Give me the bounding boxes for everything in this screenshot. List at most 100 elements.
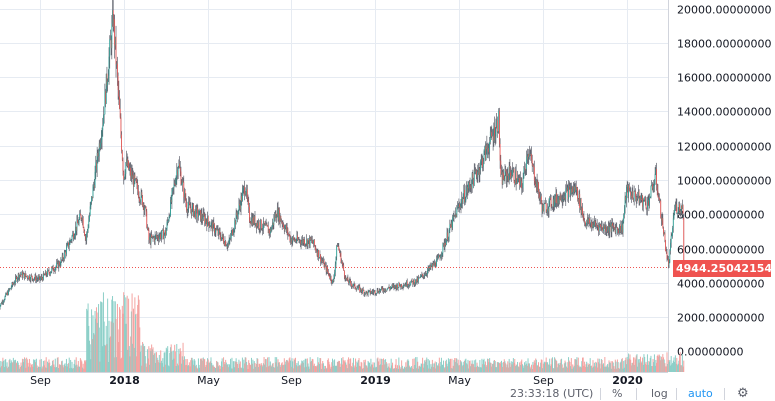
log-scale-toggle[interactable]: log — [651, 388, 668, 400]
candle-body — [512, 170, 513, 175]
candle-body — [245, 192, 246, 195]
candle-body — [123, 160, 124, 172]
candle-body — [459, 204, 460, 206]
candle-body — [545, 203, 546, 204]
candle-body — [463, 190, 464, 198]
candle-body — [46, 275, 47, 276]
candle-body — [511, 175, 512, 178]
candle-body — [658, 197, 659, 198]
candle-body — [502, 173, 503, 184]
candle-body — [160, 234, 161, 238]
candle-body — [172, 188, 173, 191]
candle-body — [41, 277, 42, 279]
candle-body — [604, 225, 605, 230]
candle-body — [548, 209, 549, 212]
candle-body — [517, 178, 518, 183]
candle-body — [303, 239, 304, 243]
candle-body — [639, 198, 640, 203]
candle-body — [549, 198, 550, 201]
candle-body — [613, 225, 614, 226]
candle-body — [221, 237, 222, 240]
candle-body — [192, 204, 193, 206]
candle-body — [528, 154, 529, 160]
candle-body — [86, 233, 87, 240]
candle-body — [241, 196, 242, 201]
candle-body — [602, 226, 603, 229]
candle-body — [424, 276, 425, 277]
gear-icon[interactable]: ⚙ — [737, 388, 749, 400]
candle-body — [539, 192, 540, 199]
candle-body — [434, 262, 435, 265]
candle-body — [206, 222, 207, 227]
candle-body — [267, 225, 268, 226]
candle-body — [153, 236, 154, 237]
candle-body — [18, 274, 19, 279]
candle-body — [276, 217, 277, 218]
candle-body — [232, 230, 233, 233]
candle-body — [226, 246, 227, 247]
candle-body — [58, 262, 59, 268]
candle-body — [448, 237, 449, 240]
candle-body — [368, 291, 369, 294]
candle-body — [283, 224, 284, 228]
candle-body — [325, 265, 326, 266]
candle-body — [551, 207, 552, 208]
auto-scale-toggle[interactable]: auto — [688, 388, 713, 400]
candle-body — [59, 262, 60, 265]
candle-body — [584, 217, 585, 221]
candle-body — [341, 262, 342, 263]
candle-body — [535, 181, 536, 184]
candle-body — [564, 196, 565, 198]
x-axis-tick-label: Sep — [30, 374, 51, 387]
candle-body — [280, 216, 281, 222]
candle-body — [536, 180, 537, 186]
candle-body — [20, 275, 21, 276]
candle-body — [636, 197, 637, 201]
candle-body — [580, 199, 581, 208]
candle-body — [282, 222, 283, 225]
candle-body — [55, 268, 56, 271]
candle-body — [642, 195, 643, 206]
candle-body — [227, 244, 228, 246]
candle-body — [682, 205, 683, 209]
candle-body — [445, 243, 446, 247]
candle-body — [93, 185, 94, 187]
candle-body — [149, 237, 150, 240]
candle-body — [205, 219, 206, 223]
candle-body — [389, 288, 390, 289]
candle-body — [481, 160, 482, 162]
candle-body — [565, 190, 566, 200]
candle-body — [452, 222, 453, 228]
candle-body — [306, 244, 307, 245]
candle-body — [641, 195, 642, 200]
candle-body — [410, 285, 411, 286]
candle-body — [679, 204, 680, 211]
candle-body — [313, 240, 314, 244]
candle-body — [158, 238, 159, 240]
candle-body — [12, 283, 13, 285]
candle-body — [472, 173, 473, 179]
candle-body — [26, 274, 27, 276]
y-axis-tick-label: 2000.00000000 — [677, 312, 764, 325]
candle-body — [50, 273, 51, 275]
candle-body — [665, 233, 666, 240]
candle-body — [520, 178, 521, 185]
candle-body — [340, 253, 341, 254]
candle-body — [243, 187, 244, 189]
percent-scale-toggle[interactable]: % — [612, 388, 622, 400]
candle-body — [435, 262, 436, 266]
candle-body — [321, 260, 322, 262]
candle-body — [447, 233, 448, 241]
candle-body — [311, 240, 312, 241]
candle-body — [89, 215, 90, 220]
candle-body — [35, 276, 36, 281]
candle-body — [497, 120, 498, 132]
candle-body — [6, 294, 7, 295]
candle-body — [220, 232, 221, 237]
candle-body — [677, 213, 678, 214]
candle-body — [641, 199, 642, 200]
candle-body — [391, 287, 392, 288]
candle-body — [309, 238, 310, 245]
